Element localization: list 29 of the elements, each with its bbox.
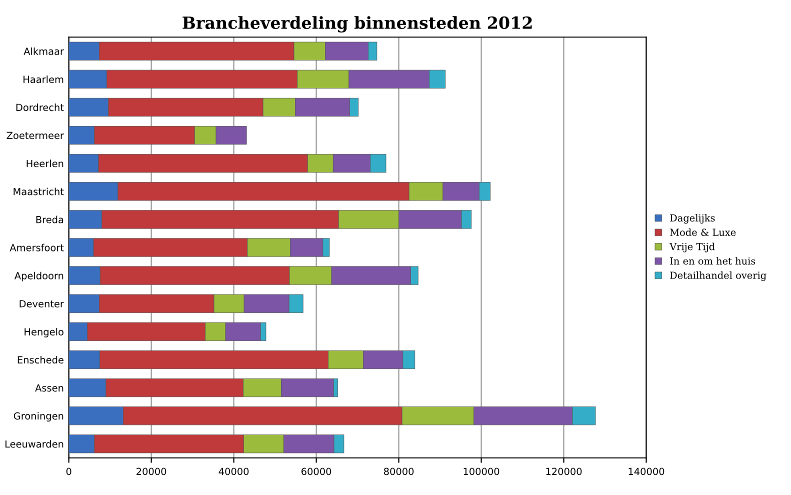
x-tick-label: 60000 — [302, 468, 332, 476]
y-tick-label: Alkmaar — [24, 47, 64, 55]
y-tick-label: Amersfoort — [10, 244, 64, 252]
y-tick-label: Breda — [36, 216, 64, 224]
y-tick-label: Groningen — [14, 412, 64, 422]
x-tick-label: 140000 — [628, 468, 664, 476]
y-tick-label: Heerlen — [26, 160, 64, 168]
x-tick-label: 0 — [66, 468, 72, 476]
y-tick-label: Zoetermeer — [6, 132, 64, 140]
chart-title: Brancheverdeling binnensteden 2012 — [182, 16, 532, 32]
legend-label: Dagelijks — [670, 214, 715, 224]
y-tick-label: Leeuwarden — [5, 440, 64, 448]
y-tick-label: Assen — [35, 384, 64, 392]
x-tick-label: 120000 — [546, 468, 582, 476]
legend-label: Mode & Luxe — [670, 228, 736, 236]
x-tick-label: 80000 — [384, 468, 414, 476]
y-tick-label: Hengelo — [24, 328, 64, 338]
legend-label: Detailhandel overig — [670, 271, 766, 281]
y-tick-label: Dordrecht — [16, 104, 64, 112]
y-tick-label: Haarlem — [24, 76, 64, 84]
x-tick-label: 100000 — [464, 468, 500, 476]
legend-label: Vrije Tijd — [669, 242, 715, 252]
legend-label: In en om het huis — [670, 257, 756, 265]
y-tick-label: Enschede — [18, 356, 64, 364]
y-tick-label: Maastricht — [14, 188, 64, 196]
y-tick-label: Apeldoorn — [14, 272, 64, 282]
x-tick-label: 20000 — [136, 468, 166, 476]
x-tick-label: 40000 — [218, 468, 249, 476]
y-tick-label: Deventer — [20, 300, 64, 308]
